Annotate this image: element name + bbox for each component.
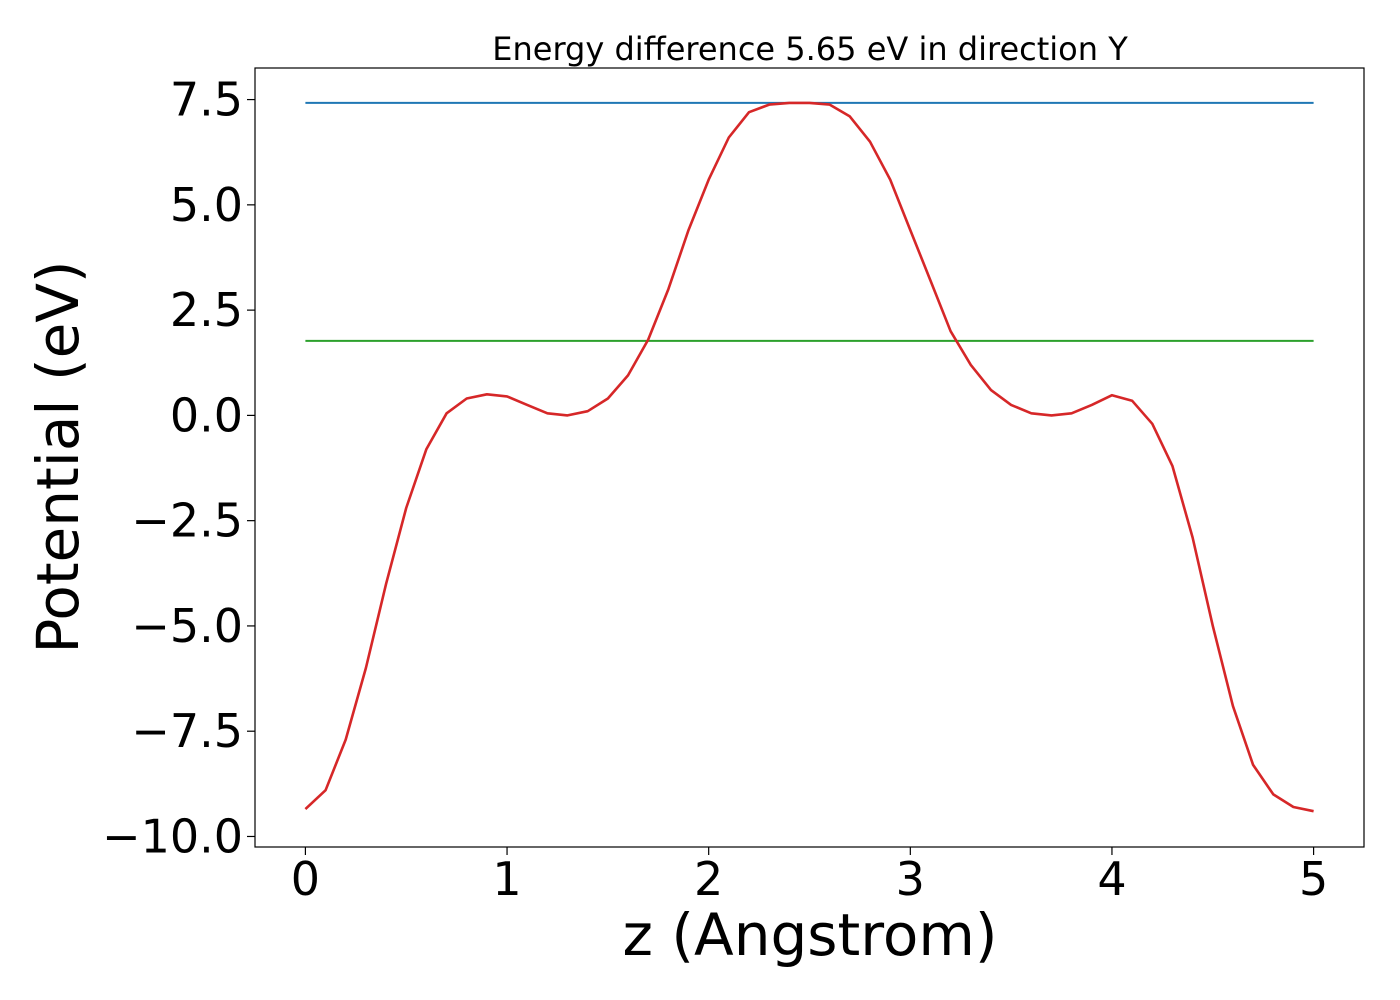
x-tick-label: 0: [291, 852, 320, 906]
series-line-2: [304, 101, 1314, 813]
series-layer: [304, 101, 1314, 813]
y-tick-label: 2.5: [170, 283, 243, 337]
chart-title: Energy difference 5.65 eV in direction Y: [492, 30, 1128, 68]
x-axis: 0 1 2 3 4 5: [291, 847, 1328, 906]
y-axis: 7.5 5.0 2.5 0.0 −2.5 −5.0 −7.5 −10.0: [102, 73, 255, 863]
y-tick-label: −7.5: [131, 704, 243, 758]
x-tick-label: 3: [896, 852, 925, 906]
y-tick-label: −10.0: [102, 809, 243, 863]
y-tick-label: −5.0: [131, 599, 243, 653]
y-axis-label: Potential (eV): [24, 260, 92, 653]
x-tick-label: 5: [1299, 852, 1328, 906]
x-tick-label: 1: [492, 852, 521, 906]
y-tick-label: 7.5: [170, 73, 243, 127]
y-tick-label: −2.5: [131, 494, 243, 548]
plot-frame: [254, 67, 1365, 848]
x-tick-label: 2: [694, 852, 723, 906]
y-tick-label: 0.0: [170, 388, 243, 442]
x-tick-label: 4: [1097, 852, 1126, 906]
x-axis-label: z (Angstrom): [623, 901, 998, 969]
y-tick-label: 5.0: [170, 178, 243, 232]
